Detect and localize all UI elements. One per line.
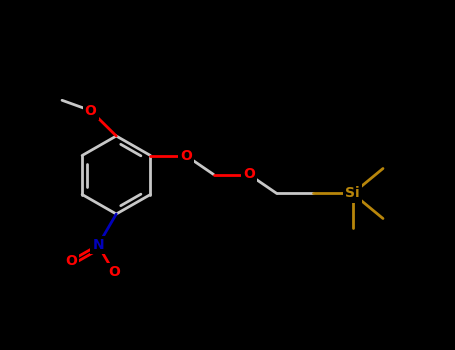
Text: O: O <box>108 265 120 279</box>
Text: O: O <box>243 168 255 182</box>
Text: O: O <box>85 104 96 118</box>
Text: O: O <box>65 254 77 268</box>
Text: O: O <box>180 148 192 162</box>
Text: N: N <box>92 238 104 252</box>
Text: Si: Si <box>345 187 360 201</box>
